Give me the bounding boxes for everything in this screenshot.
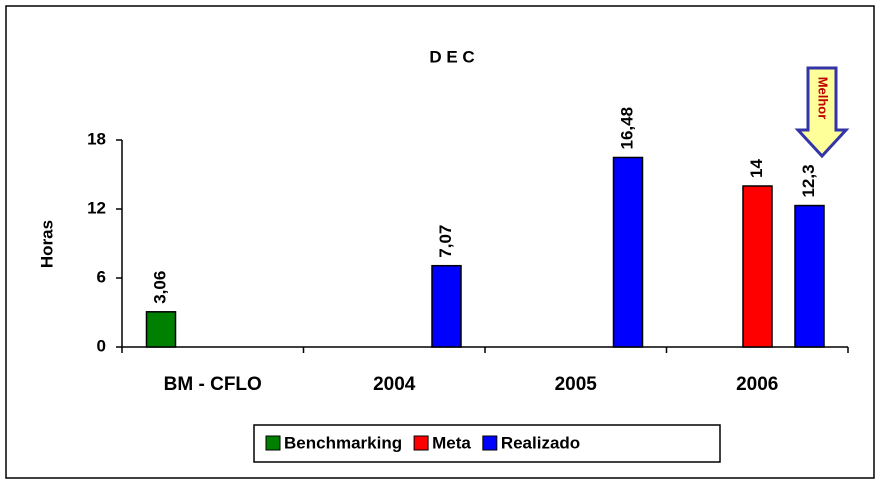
x-tick-label: BM - CFLO xyxy=(164,374,262,395)
y-tick-label: 0 xyxy=(97,336,106,355)
legend-label: Meta xyxy=(432,433,471,452)
x-tick-label: 2006 xyxy=(736,374,778,395)
y-tick-label: 18 xyxy=(87,129,106,148)
data-label: 16,48 xyxy=(617,107,636,150)
data-label: 3,06 xyxy=(150,271,169,304)
bar xyxy=(742,185,773,348)
chart-border xyxy=(5,5,875,479)
y-tick-label: 6 xyxy=(97,267,106,286)
legend-swatch xyxy=(265,435,281,451)
x-tick-label: 2005 xyxy=(555,374,598,395)
bar xyxy=(612,156,644,348)
y-axis-label: Horas xyxy=(37,220,56,268)
bar xyxy=(794,204,825,348)
chart-title: D E C xyxy=(429,47,474,66)
annotation: Melhor xyxy=(816,77,831,120)
data-label: 7,07 xyxy=(436,225,455,258)
data-label: 14 xyxy=(747,159,766,178)
legend-label: Benchmarking xyxy=(284,433,402,452)
x-tick-label: 2004 xyxy=(373,374,416,395)
legend-swatch xyxy=(413,435,429,451)
bar xyxy=(145,311,177,348)
y-tick-label: 12 xyxy=(87,198,106,217)
data-label: 12,3 xyxy=(799,164,818,197)
legend-label: Realizado xyxy=(501,433,580,452)
annotation-arrow: Melhor xyxy=(794,66,850,159)
bar xyxy=(431,264,462,348)
legend-swatch xyxy=(482,435,498,451)
